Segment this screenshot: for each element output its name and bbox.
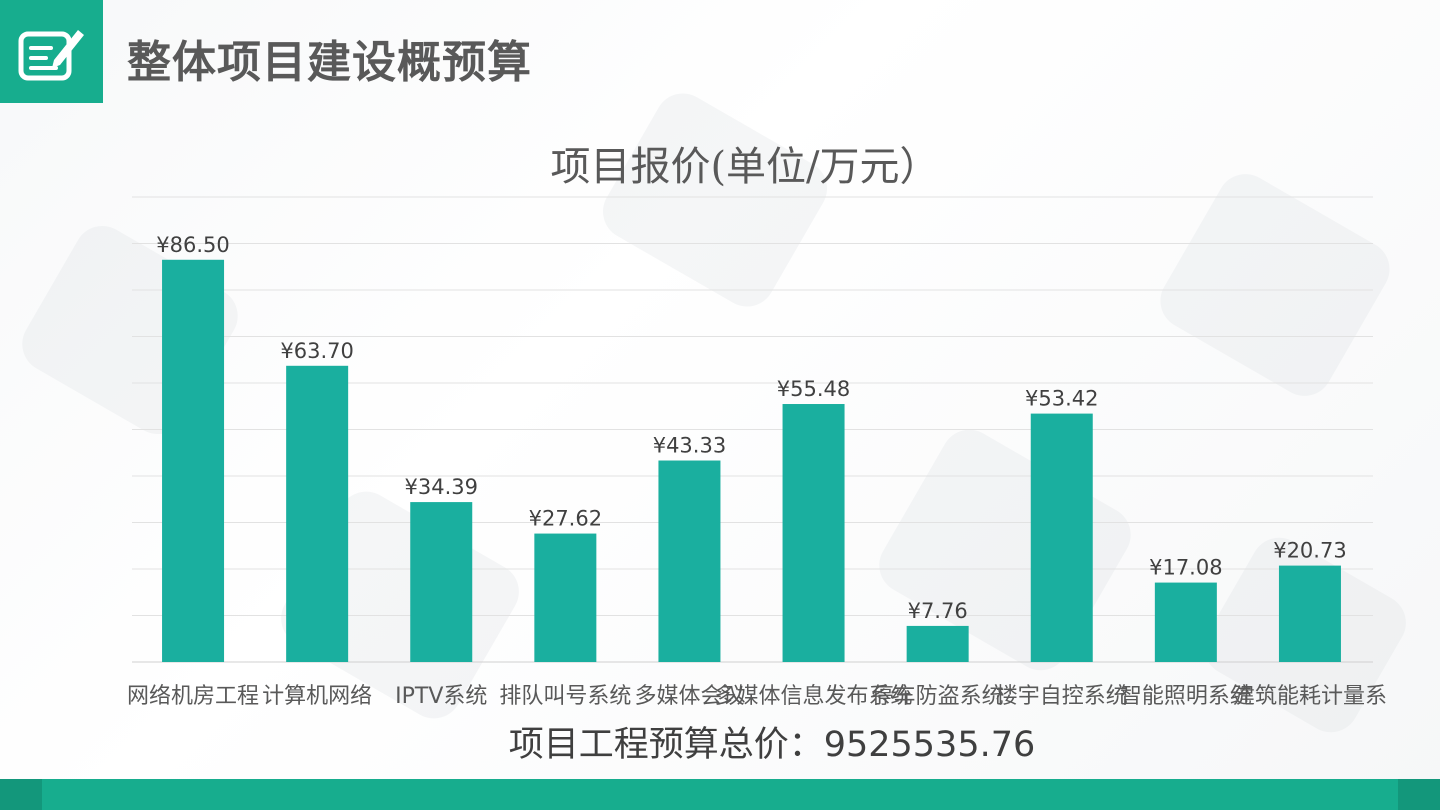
category-label: IPTV系统 bbox=[395, 684, 487, 709]
bar bbox=[906, 625, 969, 662]
chart-title: 项目报价(单位/万元） bbox=[550, 144, 940, 190]
bar bbox=[286, 365, 349, 662]
category-label: 停车防盗系统 bbox=[872, 684, 1004, 709]
data-label: ¥27.62 bbox=[529, 507, 602, 531]
category-label: 计算机网络 bbox=[262, 684, 372, 709]
data-label: ¥17.08 bbox=[1149, 556, 1222, 580]
bar bbox=[162, 259, 225, 662]
total-budget-text: 项目工程预算总价：9525535.76 bbox=[508, 725, 1036, 765]
bottom-band bbox=[0, 779, 1440, 810]
band-accent bbox=[0, 779, 42, 810]
band-accent bbox=[1398, 779, 1440, 810]
category-label: 建筑能耗计量系 bbox=[1233, 684, 1387, 709]
category-label: 楼宇自控系统 bbox=[996, 684, 1128, 709]
category-label: 排队叫号系统 bbox=[499, 684, 631, 709]
category-label: 多媒体信息发布系统 bbox=[715, 684, 913, 709]
document-edit-icon bbox=[18, 30, 84, 81]
bar bbox=[410, 502, 473, 662]
bar bbox=[534, 533, 597, 662]
bar bbox=[1030, 413, 1093, 662]
category-label: 智能照明系统 bbox=[1120, 684, 1252, 709]
data-label: ¥55.48 bbox=[777, 377, 850, 401]
page-title: 整体项目建设概预算 bbox=[127, 37, 532, 88]
data-label: ¥20.73 bbox=[1273, 539, 1346, 563]
category-label: 网络机房工程 bbox=[127, 684, 259, 709]
data-label: ¥53.42 bbox=[1025, 387, 1098, 411]
data-label: ¥63.70 bbox=[280, 339, 353, 363]
bar bbox=[782, 404, 845, 662]
bar bbox=[1154, 582, 1217, 662]
data-label: ¥43.33 bbox=[653, 434, 726, 458]
data-label: ¥7.76 bbox=[908, 599, 968, 623]
category-label: 多媒体会议 bbox=[634, 684, 744, 709]
data-label: ¥34.39 bbox=[405, 475, 478, 499]
bar bbox=[658, 460, 721, 662]
bar bbox=[1278, 565, 1341, 662]
data-label: ¥86.50 bbox=[156, 233, 229, 257]
logo-badge bbox=[0, 0, 103, 103]
